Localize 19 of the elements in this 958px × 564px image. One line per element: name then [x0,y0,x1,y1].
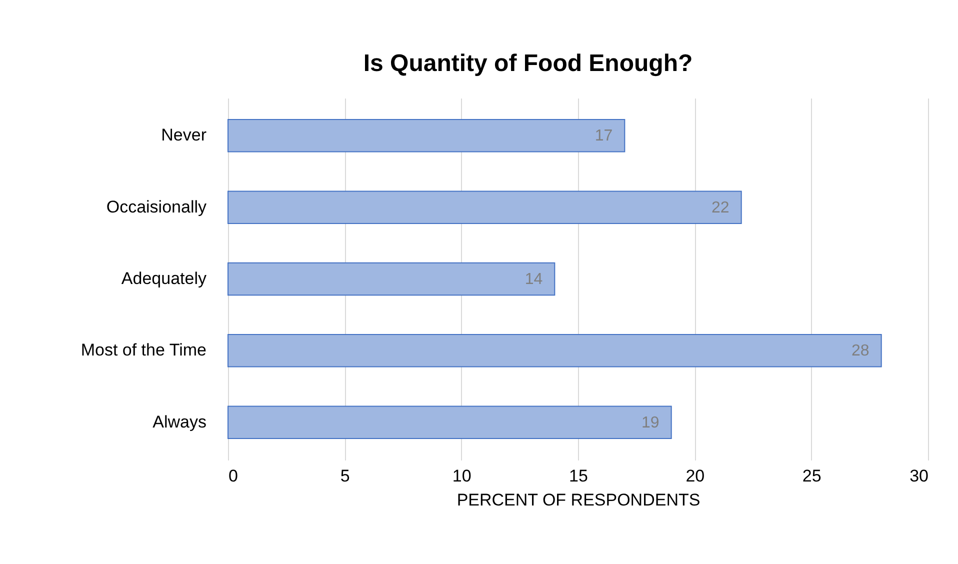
chart-title: Is Quantity of Food Enough? [363,50,693,77]
x-tick-label: 25 [802,466,822,486]
x-tick-label: 20 [686,466,705,486]
y-tick-label: Occaisionally [106,197,207,216]
y-tick-label: Always [152,412,206,432]
data-label: 14 [524,271,543,288]
x-tick-label: 10 [452,466,472,486]
x-axis-title: PERCENT OF RESPONDENTS [456,490,700,510]
y-tick-label: Adequately [121,269,207,288]
x-tick-label: 30 [910,466,928,486]
y-tick-label: Never [161,126,207,145]
x-tick-label: 0 [228,466,238,486]
data-label: 17 [594,128,613,145]
data-label: 28 [852,342,870,360]
x-tick-label: 15 [569,466,588,486]
data-label: 22 [712,199,730,216]
y-tick-label: Most of the Time [80,340,206,360]
data-label: 19 [642,414,660,432]
x-tick-label: 5 [340,466,350,486]
